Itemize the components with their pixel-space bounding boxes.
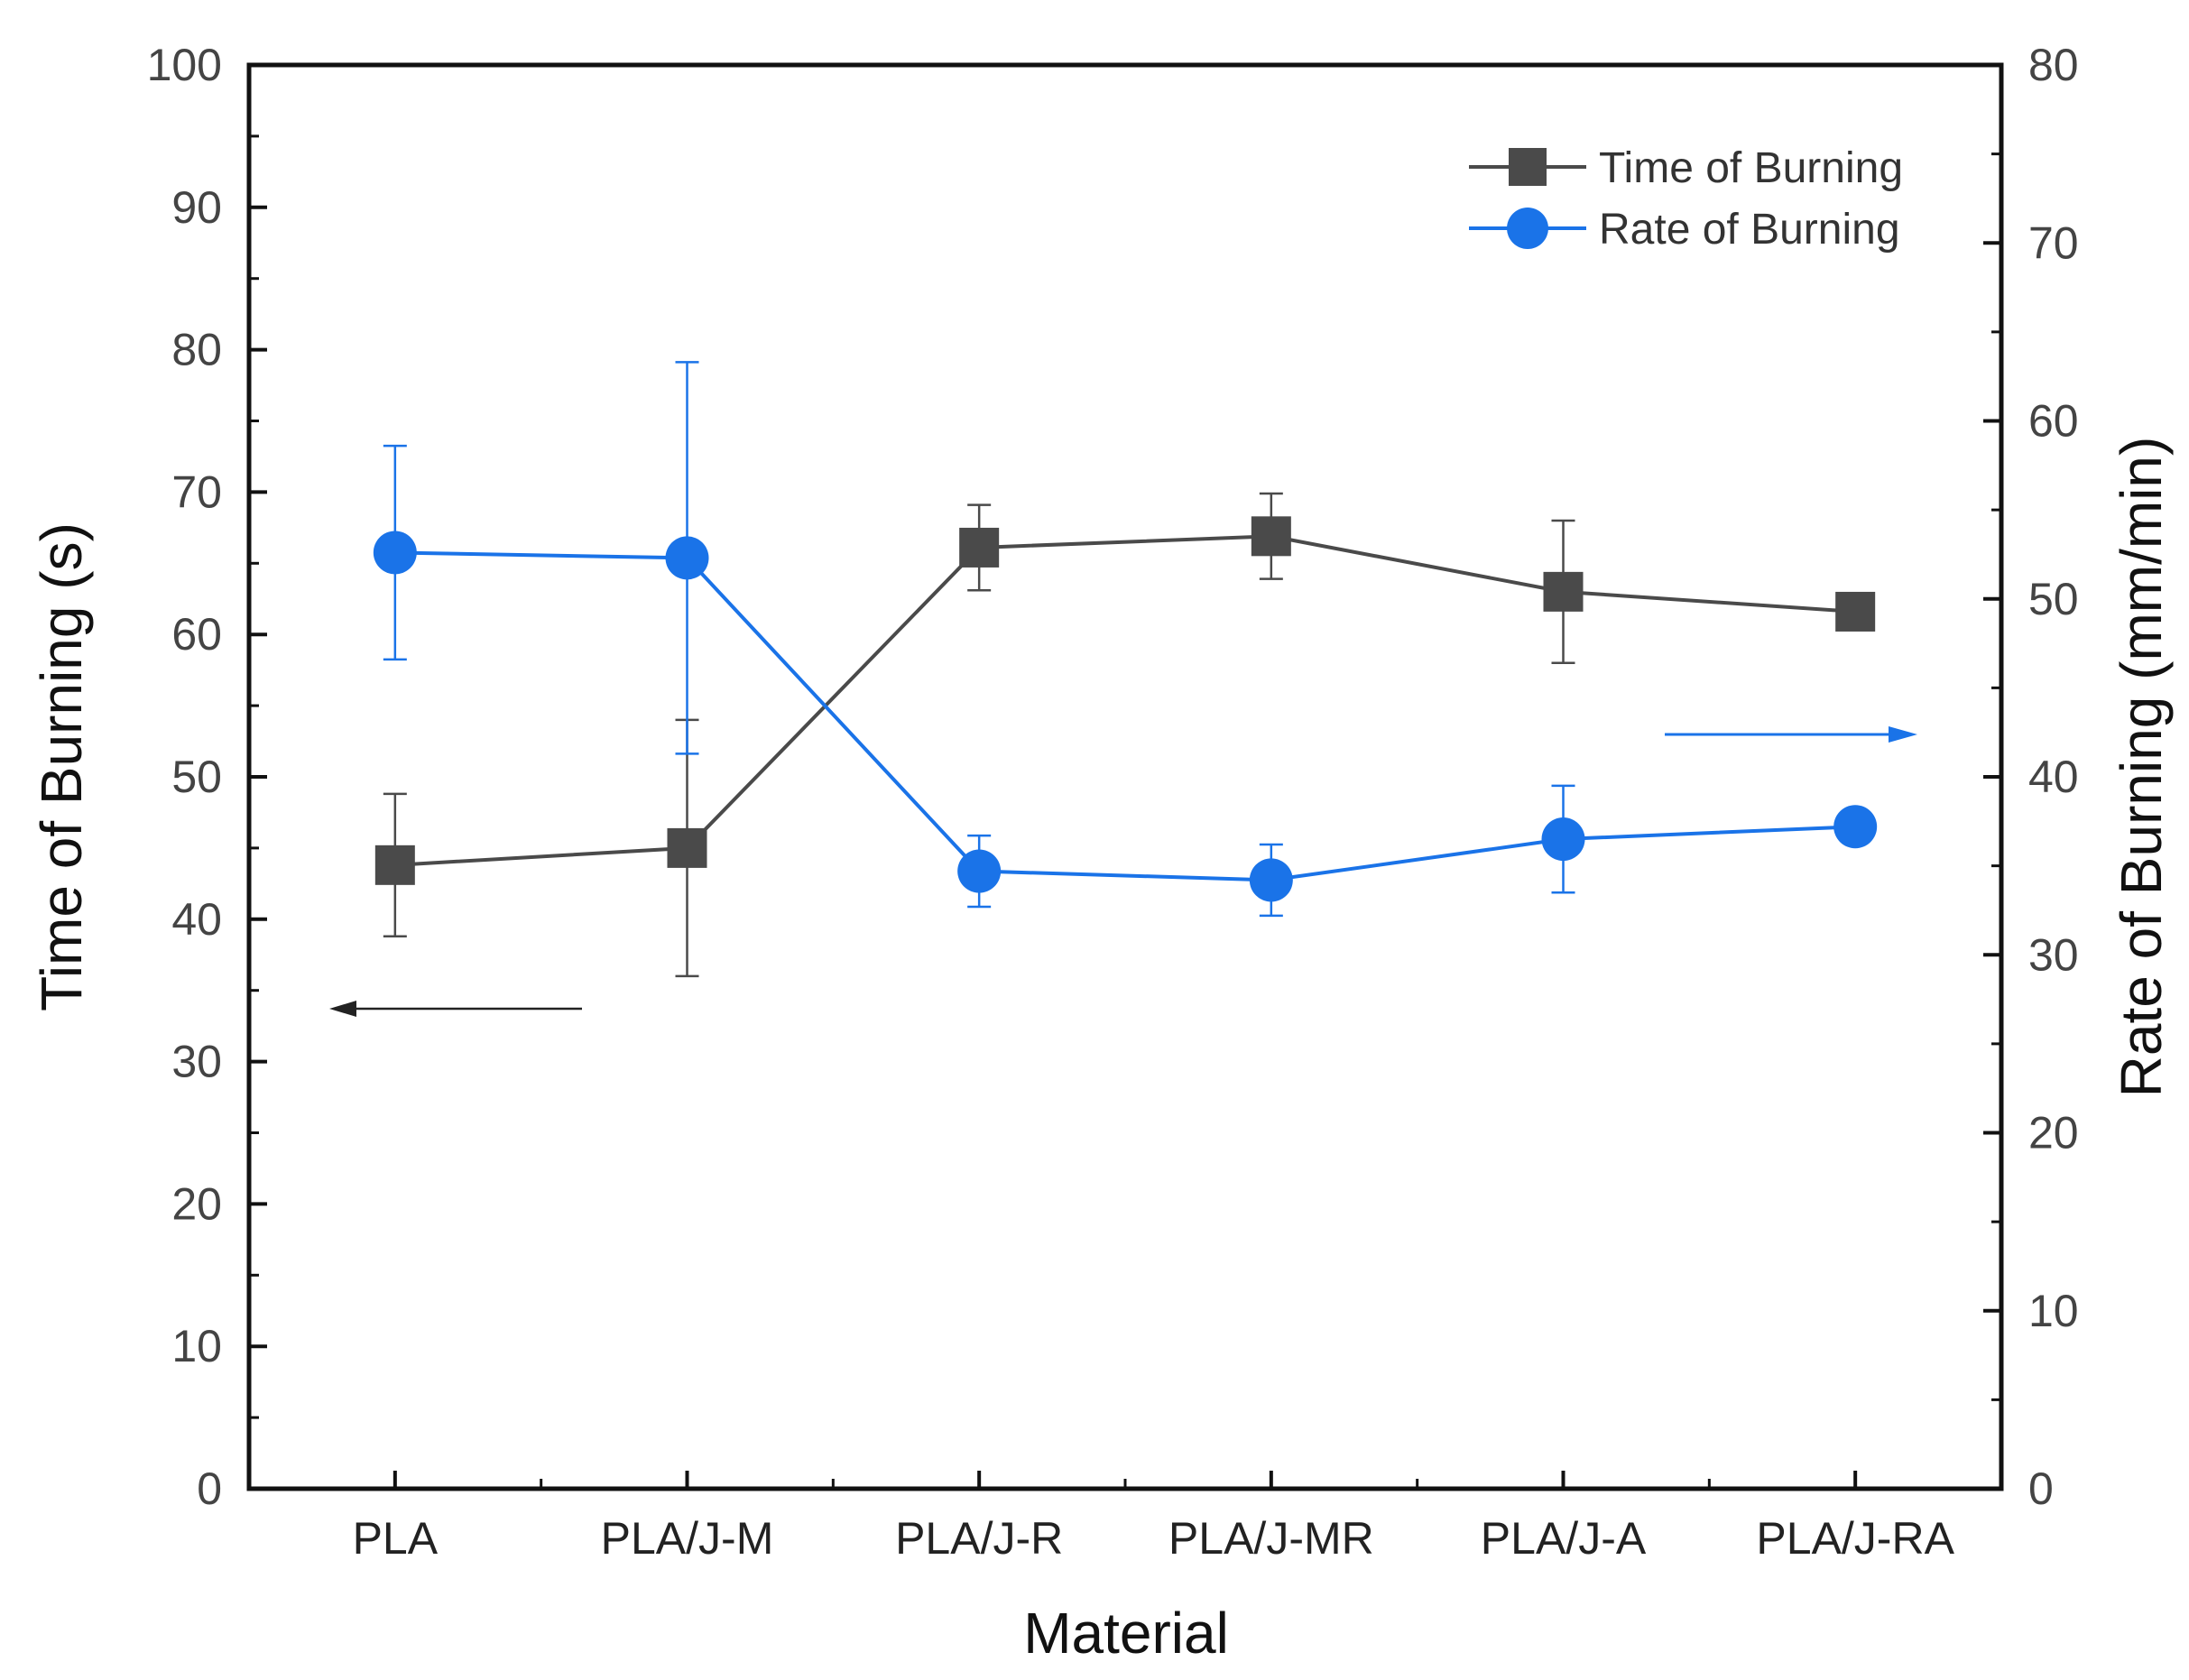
right-axis-arrow-head [1889, 726, 1917, 743]
right-tick-label: 50 [2028, 574, 2079, 624]
left-tick-label: 100 [147, 40, 222, 90]
x-tick-label: PLA/J-M [601, 1513, 774, 1564]
left-tick-label: 30 [171, 1037, 222, 1087]
rate-of-burning-point [1249, 858, 1293, 902]
axes-group: 0 10 20 30 40 50 60 70 80 90 100 0 10 20 30 40 50 60 70 80 P… [147, 40, 2079, 1564]
legend-square-marker [1509, 148, 1547, 186]
time-of-burning-line [394, 534, 1856, 867]
left-tick-label: 70 [171, 466, 222, 517]
left-tick-label: 0 [197, 1463, 222, 1514]
rate-of-burning-point [1833, 805, 1878, 849]
axis-arrows-group [329, 726, 1917, 1017]
series-lines-group [394, 534, 1856, 882]
x-tick-label: PLA/J-A [1481, 1513, 1647, 1564]
time-of-burning-point [959, 527, 1000, 568]
right-y-axis-title: Rate of Burning (mm/min) [2109, 437, 2174, 1098]
left-axis-arrow-head [329, 1001, 356, 1017]
rate-of-burning-point [373, 531, 417, 575]
right-tick-label: 0 [2028, 1463, 2054, 1514]
left-tick-label: 50 [171, 752, 222, 802]
rate-of-burning-point [957, 849, 1002, 893]
time-of-burning-point [1251, 516, 1291, 557]
right-tick-label: 60 [2028, 396, 2079, 447]
right-tick-label: 30 [2028, 929, 2079, 980]
rate-of-burning-line [394, 550, 1856, 882]
right-tick-label: 70 [2028, 217, 2079, 268]
right-tick-label: 80 [2028, 40, 2079, 90]
rate-of-burning-point [1541, 817, 1585, 862]
left-tick-label: 90 [171, 182, 222, 233]
markers-group [373, 516, 1878, 902]
left-y-axis-title: Time of Burning (s) [29, 522, 94, 1011]
time-of-burning-point [1835, 591, 1876, 632]
time-of-burning-point [374, 845, 415, 885]
x-tick-label: PLA [353, 1513, 439, 1564]
right-tick-label: 20 [2028, 1108, 2079, 1158]
x-axis-title: Material [1023, 1601, 1229, 1666]
right-tick-label: 40 [2028, 752, 2079, 802]
x-tick-label: PLA/J-R [895, 1513, 1063, 1564]
legend-label: Time of Burning [1599, 144, 1903, 192]
left-tick-label: 60 [171, 609, 222, 660]
time-of-burning-point [1543, 571, 1584, 612]
legend-label: Rate of Burning [1599, 206, 1900, 254]
plot-frame [246, 62, 2004, 1491]
right-tick-label: 10 [2028, 1286, 2079, 1336]
left-tick-label: 10 [171, 1321, 222, 1371]
x-tick-label: PLA/J-MR [1168, 1513, 1374, 1564]
left-tick-label: 40 [171, 894, 222, 945]
left-tick-label: 20 [171, 1178, 222, 1229]
time-of-burning-point [667, 827, 707, 868]
x-tick-label: PLA/J-RA [1756, 1513, 1954, 1564]
legend-circle-marker [1507, 208, 1548, 249]
rate-of-burning-point [665, 536, 709, 580]
legend: Time of Burning Rate of Burning [1469, 144, 1903, 254]
left-tick-label: 80 [171, 325, 222, 375]
